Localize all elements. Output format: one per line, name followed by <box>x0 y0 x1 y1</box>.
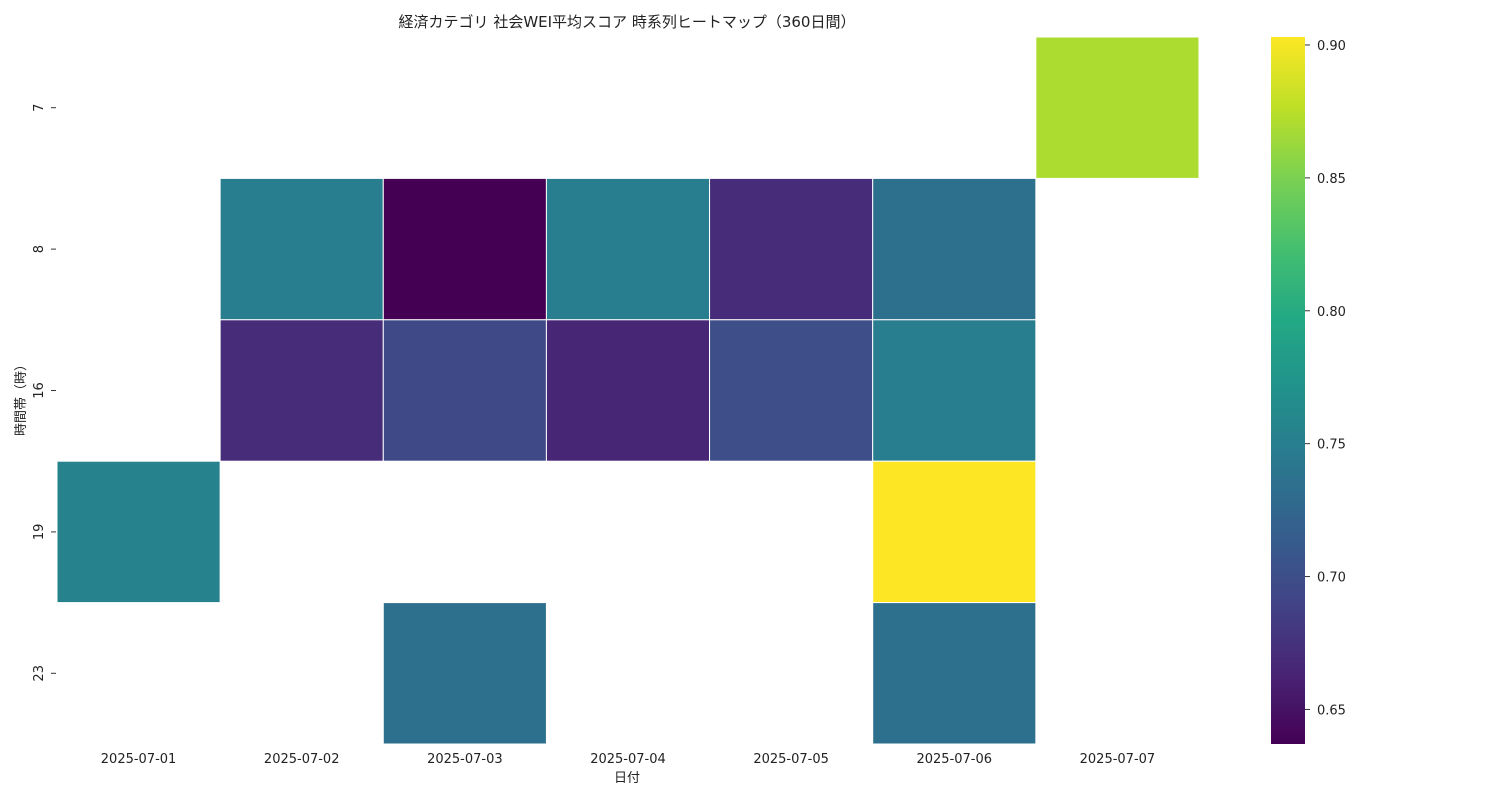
colorbar-tick-label: 0.80 <box>1317 305 1346 320</box>
y-axis-label: 時間帯（時） <box>14 358 29 436</box>
heatmap-cell <box>545 177 711 321</box>
y-axis-ticks: 7 8 16 19 23 <box>32 104 56 682</box>
x-tick-label: 2025-07-01 <box>101 752 177 767</box>
y-tick-label: 19 <box>32 524 47 541</box>
x-tick-label: 2025-07-06 <box>916 752 992 767</box>
heatmap-cell <box>1035 36 1200 179</box>
heatmap-cell <box>219 319 384 462</box>
colorbar-tick-label: 0.90 <box>1317 39 1346 54</box>
x-tick-label: 2025-07-03 <box>427 752 503 767</box>
heatmap-cell <box>872 460 1037 604</box>
heatmap-cell <box>545 319 711 462</box>
colorbar <box>1271 37 1305 744</box>
x-tick-label: 2025-07-02 <box>264 752 340 767</box>
heatmap-cells <box>56 36 1200 745</box>
heatmap-cell <box>56 460 221 604</box>
colorbar-tick-label: 0.75 <box>1317 438 1346 453</box>
colorbar-ticks: 0.65 0.70 0.75 0.80 0.85 0.90 <box>1305 39 1346 718</box>
colorbar-tick-label: 0.70 <box>1317 571 1346 586</box>
y-tick-label: 7 <box>32 104 47 112</box>
heatmap-cell <box>382 319 547 462</box>
x-tick-label: 2025-07-05 <box>753 752 829 767</box>
heatmap-cell <box>709 177 874 321</box>
y-tick-label: 16 <box>32 382 47 399</box>
heatmap-cell <box>872 319 1037 462</box>
heatmap-cell <box>709 319 874 462</box>
heatmap-cell <box>872 602 1037 745</box>
x-axis-label: 日付 <box>614 771 640 786</box>
heatmap-cell <box>382 177 547 321</box>
x-axis-ticks: 2025-07-01 2025-07-02 2025-07-03 2025-07-04… <box>101 752 1155 767</box>
colorbar-tick-label: 0.85 <box>1317 172 1346 187</box>
y-tick-label: 23 <box>32 665 47 682</box>
x-tick-label: 2025-07-07 <box>1080 752 1156 767</box>
y-tick-label: 8 <box>32 245 47 253</box>
heatmap-cell <box>219 177 384 321</box>
chart-title: 経済カテゴリ 社会WEI平均スコア 時系列ヒートマップ（360日間） <box>399 13 856 31</box>
x-tick-label: 2025-07-04 <box>590 752 666 767</box>
colorbar-tick-label: 0.65 <box>1317 703 1346 718</box>
heatmap-cell <box>382 602 547 745</box>
heatmap-cell <box>872 177 1037 321</box>
